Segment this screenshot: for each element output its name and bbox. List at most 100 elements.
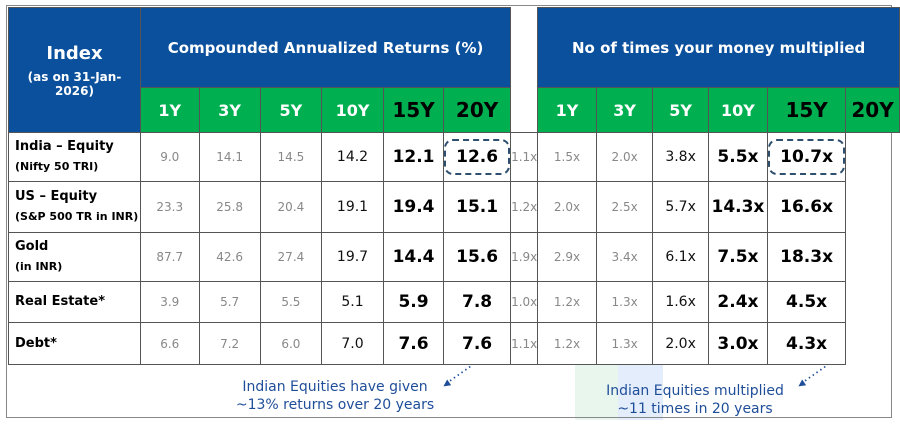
highlight-box: 10.7x	[768, 139, 846, 175]
return-cell: 15.1	[443, 181, 512, 233]
period-header: 10Y	[321, 87, 384, 133]
multiple-cell: 3.4x	[595, 232, 654, 282]
table-row: India – Equity (Nifty 50 TRI) 9.0 14.1 14.5 1…	[8, 132, 900, 182]
table-row: US – Equity (S&P 500 TR in INR) 23.3 25.8 20…	[8, 181, 900, 233]
index-subtitle: (Nifty 50 TRI)	[15, 160, 99, 173]
return-cell: 12.1	[382, 132, 445, 182]
multiple-cell: 1.1x	[510, 132, 539, 182]
multiple-cell: 1.1x	[510, 322, 539, 365]
multiple-cell: 2.5x	[595, 181, 654, 233]
period-header: 1Y	[537, 87, 597, 133]
return-cell: 7.2	[198, 322, 261, 365]
table-row: Real Estate* 3.9 5.7 5.5 5.1 5.9 7.8 1.0x 1.2x 1.…	[8, 281, 900, 323]
period-header: 20Y	[845, 87, 900, 133]
return-cell: 14.2	[321, 132, 384, 182]
multiple-cell: 10.7x	[767, 132, 847, 182]
index-name-cell: Real Estate*	[8, 281, 141, 323]
background-decoration	[618, 365, 663, 420]
note-line: ~13% returns over 20 years	[235, 397, 435, 413]
multiple-cell: 5.7x	[652, 181, 709, 233]
return-cell: 6.0	[259, 322, 323, 365]
return-cell: 7.6	[443, 322, 512, 365]
return-cell: 5.7	[198, 281, 261, 323]
returns-header: Compounded Annualized Returns (%)	[139, 7, 512, 88]
multiple-cell: 7.5x	[707, 232, 769, 282]
returns-table: Index (as on 31-Jan-2026) Compounded Annu…	[8, 7, 900, 365]
note-multiples: Indian Equities multiplied ~11 times in 2…	[595, 382, 795, 418]
table-row: Debt* 6.6 7.2 6.0 7.0 7.6 7.6 1.1x 1.2x 1.3x 2.0x 3…	[8, 322, 900, 365]
highlight-box: 12.6	[444, 139, 511, 175]
multiple-cell: 4.5x	[767, 281, 847, 323]
return-cell: 7.0	[321, 322, 384, 365]
return-cell: 14.5	[259, 132, 323, 182]
return-cell: 5.5	[259, 281, 323, 323]
index-label: Index	[46, 42, 103, 64]
multiple-cell: 5.5x	[707, 132, 769, 182]
period-header: 5Y	[652, 87, 709, 133]
return-cell: 19.1	[321, 181, 384, 233]
return-cell: 15.6	[443, 232, 512, 282]
return-cell: 87.7	[139, 232, 200, 282]
return-cell: 27.4	[259, 232, 323, 282]
index-name-cell: US – Equity (S&P 500 TR in INR)	[8, 181, 141, 233]
index-subtitle: (S&P 500 TR in INR)	[15, 210, 139, 223]
return-cell: 42.6	[198, 232, 261, 282]
multiple-cell: 2.0x	[595, 132, 654, 182]
index-name: Real Estate*	[15, 294, 106, 309]
period-header: 15Y	[382, 87, 445, 133]
note-line: Indian Equities multiplied	[606, 383, 784, 399]
period-header: 10Y	[707, 87, 769, 133]
return-cell: 5.9	[382, 281, 445, 323]
period-header: 3Y	[198, 87, 261, 133]
index-name: US – Equity	[15, 189, 98, 204]
return-cell: 25.8	[198, 181, 261, 233]
multiple-cell: 18.3x	[767, 232, 847, 282]
multiple-cell: 1.3x	[595, 281, 654, 323]
as-of-date: (as on 31-Jan-2026)	[27, 69, 122, 98]
period-header: 15Y	[767, 87, 847, 133]
return-cell: 23.3	[139, 181, 200, 233]
multiple-cell: 1.2x	[510, 181, 539, 233]
multiple-cell: 3.8x	[652, 132, 709, 182]
period-header: 3Y	[595, 87, 654, 133]
note-line: Indian Equities have given	[242, 379, 428, 395]
index-name-cell: Debt*	[8, 322, 141, 365]
return-cell: 19.7	[321, 232, 384, 282]
multiple-cell: 3.0x	[707, 322, 769, 365]
multiple-cell: 1.2x	[537, 322, 597, 365]
note-line: ~11 times in 20 years	[617, 401, 773, 417]
index-header: Index (as on 31-Jan-2026)	[8, 7, 141, 133]
period-header: 5Y	[259, 87, 323, 133]
index-subtitle: (in INR)	[15, 260, 63, 273]
return-cell: 6.6	[139, 322, 200, 365]
multiple-cell: 1.0x	[510, 281, 539, 323]
return-cell: 9.0	[139, 132, 200, 182]
multiple-cell: 6.1x	[652, 232, 709, 282]
multiple-cell: 1.3x	[595, 322, 654, 365]
multiple-cell: 1.6x	[652, 281, 709, 323]
multiple-cell: 2.0x	[652, 322, 709, 365]
multiple-cell: 4.3x	[767, 322, 847, 365]
index-name-cell: Gold (in INR)	[8, 232, 141, 282]
return-cell: 7.6	[382, 322, 445, 365]
return-cell: 12.6	[443, 132, 512, 182]
multiple-cell: 1.2x	[537, 281, 597, 323]
return-cell: 19.4	[382, 181, 445, 233]
period-header: 20Y	[443, 87, 512, 133]
return-cell: 14.4	[382, 232, 445, 282]
note-returns: Indian Equities have given ~13% returns o…	[225, 378, 445, 414]
multiple-cell: 2.4x	[707, 281, 769, 323]
multiple-cell: 16.6x	[767, 181, 847, 233]
index-name: Gold	[15, 239, 49, 254]
index-name: Debt*	[15, 335, 57, 351]
column-gap	[510, 7, 539, 133]
return-cell: 3.9	[139, 281, 200, 323]
multiple-cell: 2.0x	[537, 181, 597, 233]
index-name: India – Equity	[15, 139, 114, 154]
return-cell: 14.1	[198, 132, 261, 182]
return-cell: 7.8	[443, 281, 512, 323]
multiple-cell: 1.5x	[537, 132, 597, 182]
multiple-cell: 2.9x	[537, 232, 597, 282]
multiple-cell: 14.3x	[707, 181, 769, 233]
return-cell: 5.1	[321, 281, 384, 323]
